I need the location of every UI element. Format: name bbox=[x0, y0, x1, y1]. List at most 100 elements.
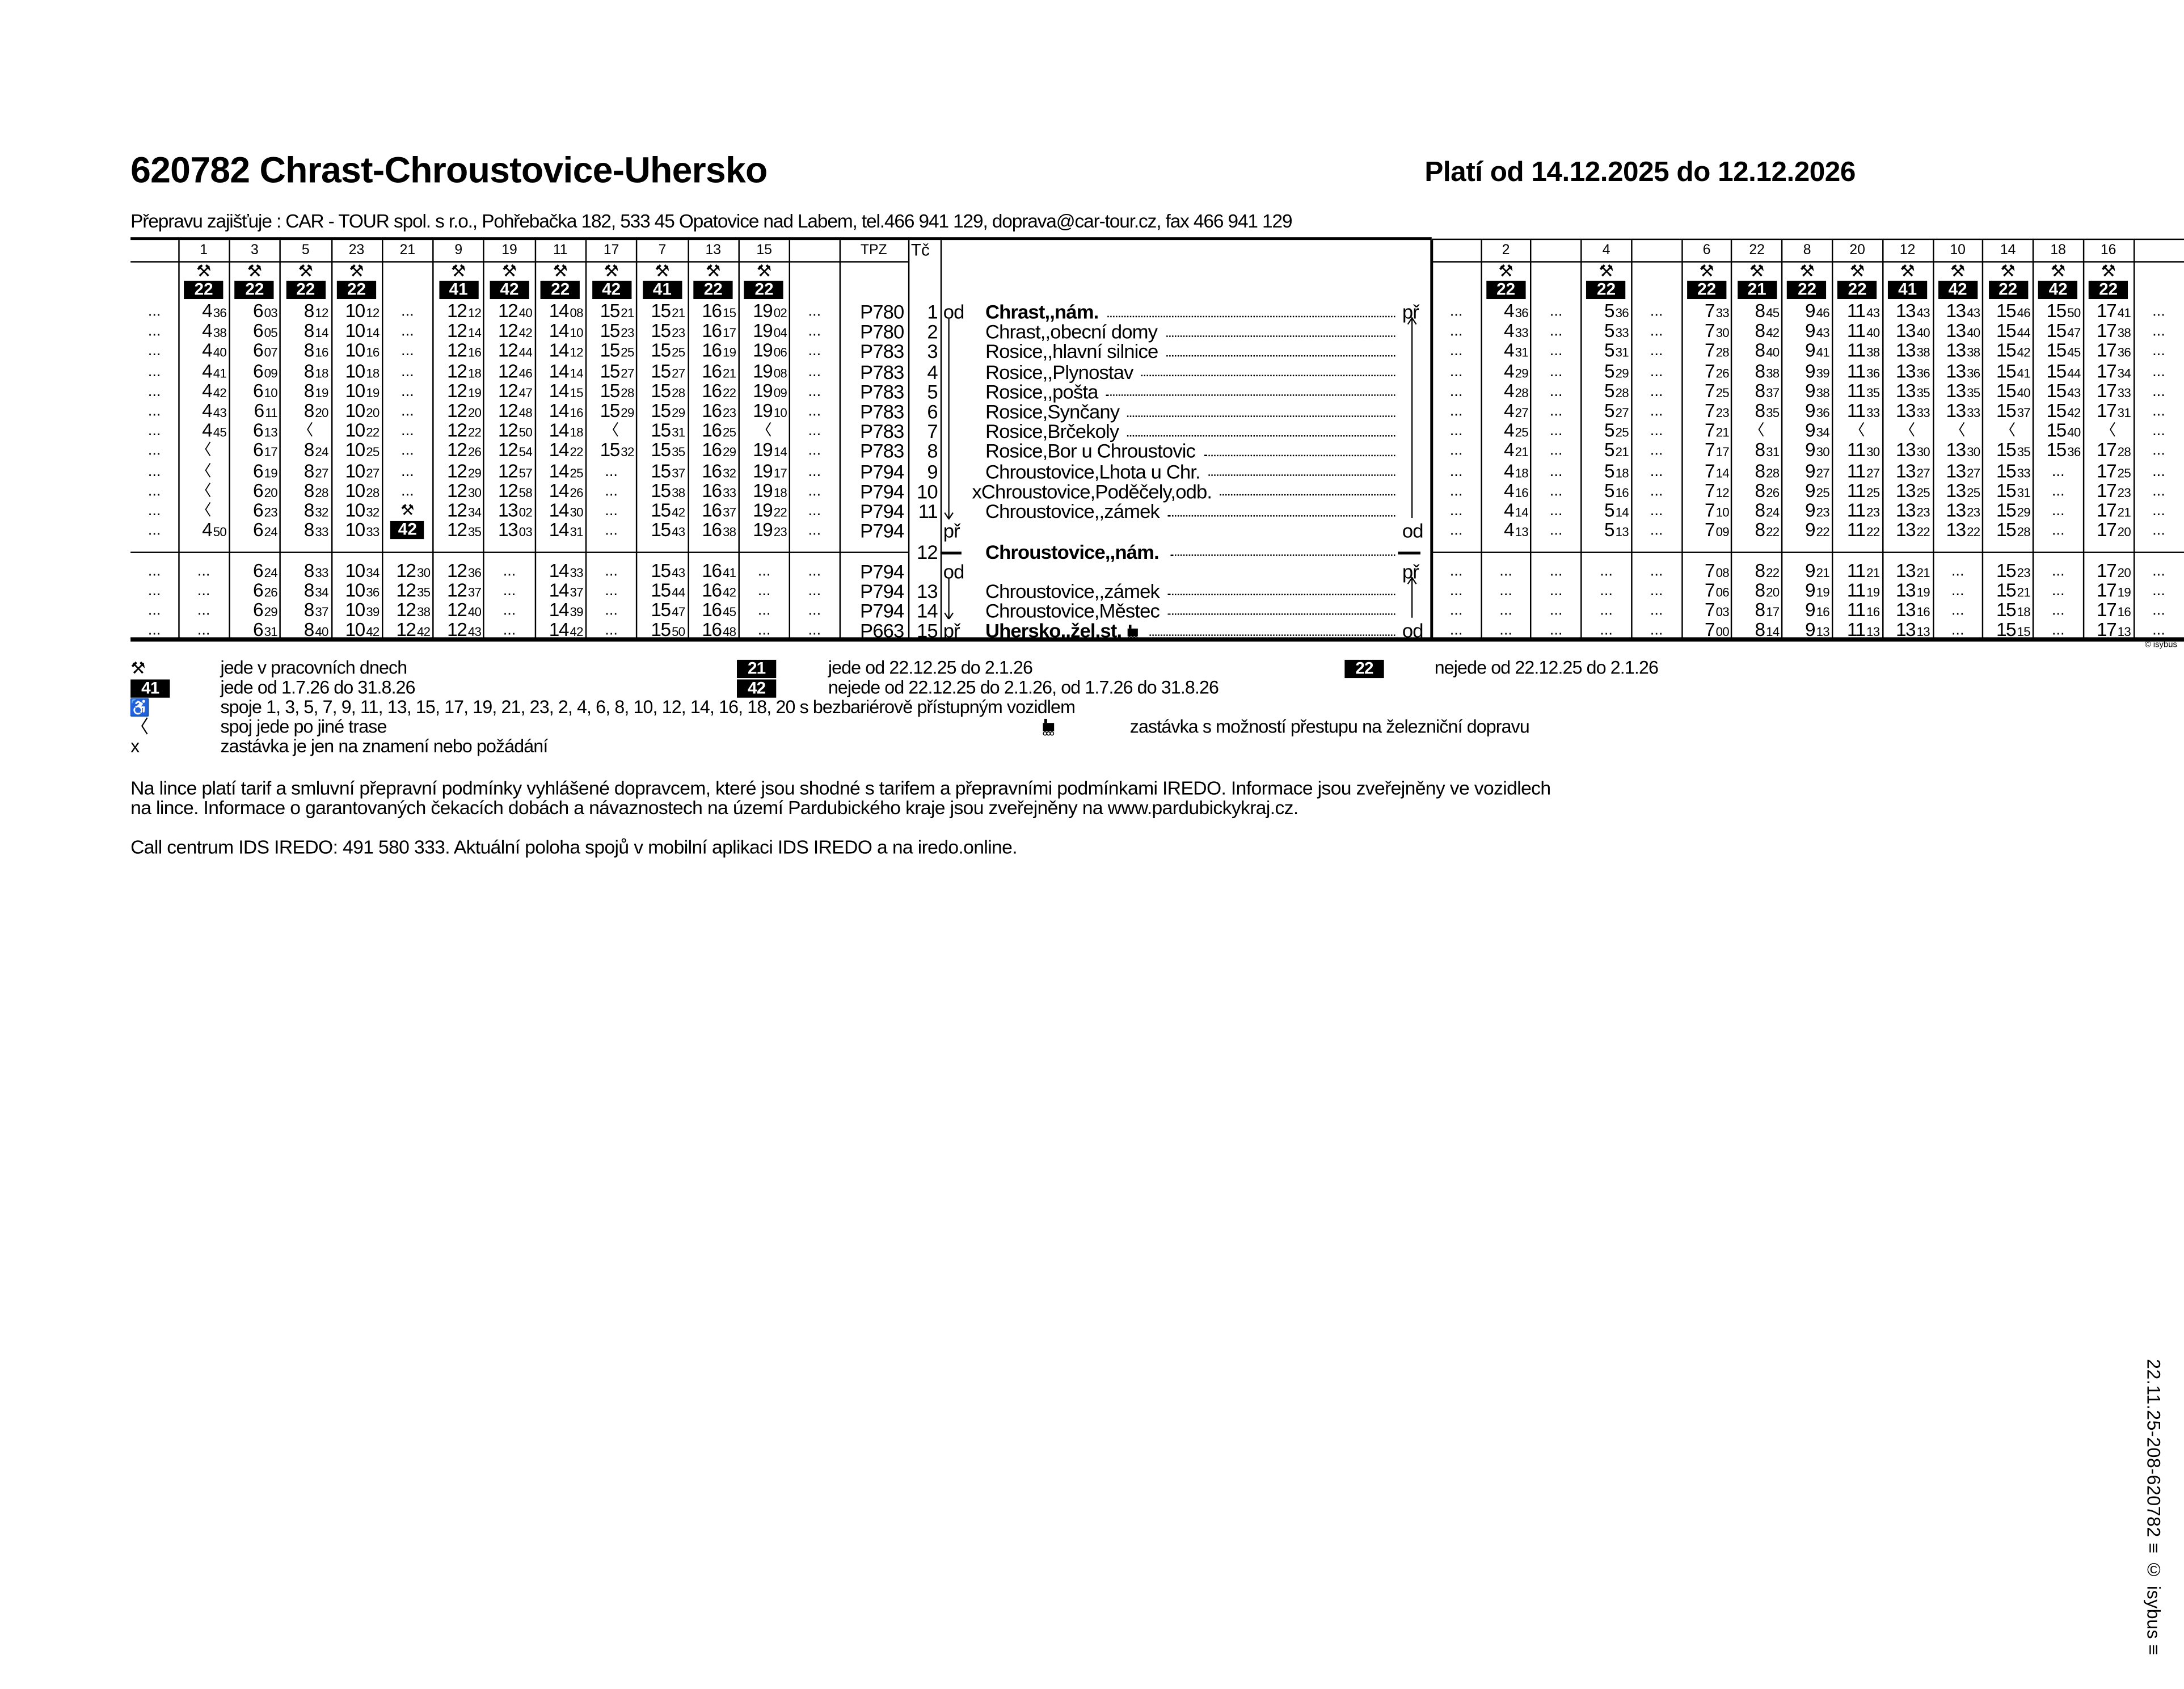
time-cell: 16 21 bbox=[688, 361, 736, 381]
time-cell: 17 28 bbox=[2083, 440, 2131, 461]
hour: 9 bbox=[1805, 360, 1816, 382]
legend-route-text: spoj jede po jiné trase bbox=[220, 715, 387, 738]
trip-number-left-1: 1 bbox=[200, 243, 208, 259]
minute: 29 bbox=[264, 605, 278, 619]
route-bracket-icon: 〈 bbox=[130, 715, 149, 738]
hour: 19 bbox=[753, 400, 773, 422]
hour: 13 bbox=[1895, 320, 1916, 342]
minute: 08 bbox=[1715, 565, 1730, 579]
time-cell: 19 02 bbox=[739, 301, 787, 322]
tpz-code: P794 bbox=[860, 579, 904, 602]
hour: 12 bbox=[497, 479, 518, 501]
time-cell: 4 29 bbox=[1481, 361, 1529, 381]
hour: 8 bbox=[303, 519, 315, 541]
time-cell: 4 31 bbox=[1481, 340, 1529, 361]
hour: 4 bbox=[1504, 340, 1515, 361]
trip-badge-holder: 22 bbox=[1832, 280, 1882, 300]
column-divider bbox=[279, 240, 281, 639]
minute: 43 bbox=[1967, 306, 1980, 321]
time-cell: 15 42 bbox=[1983, 341, 2031, 361]
hour: 4 bbox=[1504, 380, 1515, 402]
time-cell: 11 25 bbox=[1832, 481, 1880, 501]
no-service: ... bbox=[2152, 622, 2165, 639]
no-service: ... bbox=[1600, 562, 1613, 579]
time-cell: 4 40 bbox=[178, 341, 227, 361]
hour: 5 bbox=[1604, 340, 1615, 361]
minute: 05 bbox=[264, 326, 278, 340]
minute: 30 bbox=[570, 505, 583, 520]
hour: 8 bbox=[1755, 559, 1766, 581]
hour: 4 bbox=[1504, 420, 1515, 441]
minute: 14 bbox=[1715, 465, 1730, 480]
minute: 27 bbox=[1615, 406, 1629, 420]
legend-41-text: jede od 1.7.26 do 31.8.26 bbox=[220, 676, 415, 698]
minute: 38 bbox=[1816, 385, 1830, 400]
minute: 25 bbox=[672, 346, 685, 360]
hammers-icon: ⚒ bbox=[400, 502, 415, 520]
hour: 13 bbox=[1946, 380, 1966, 402]
time-cell: 6 24 bbox=[229, 560, 278, 580]
column-divider bbox=[907, 240, 910, 639]
down-arrow-icon bbox=[943, 318, 955, 520]
minute: 30 bbox=[1866, 445, 1880, 460]
minute: 36 bbox=[1916, 365, 1930, 380]
hour: 6 bbox=[252, 579, 264, 601]
time-cell: 12 20 bbox=[433, 401, 482, 422]
minute: 31 bbox=[672, 426, 685, 440]
hour: 16 bbox=[702, 579, 722, 601]
time-cell: 13 22 bbox=[1882, 520, 1930, 541]
stop-number: 2 bbox=[927, 320, 938, 343]
time-cell: 7 23 bbox=[1681, 401, 1730, 422]
dot-leader bbox=[1208, 474, 1395, 477]
time-cell: 4 25 bbox=[1481, 420, 1529, 441]
minute: 17 bbox=[264, 445, 278, 460]
time-cell: 4 27 bbox=[1481, 401, 1529, 422]
time-cell: 4 45 bbox=[178, 420, 227, 441]
minute: 20 bbox=[2117, 525, 2131, 540]
minute: 13 bbox=[1866, 625, 1880, 639]
no-service: ... bbox=[2051, 622, 2065, 639]
hour: 16 bbox=[702, 559, 722, 581]
time-cell: 11 13 bbox=[1832, 620, 1880, 641]
time-cell: 12 36 bbox=[433, 560, 482, 580]
hour: 10 bbox=[345, 360, 366, 382]
time-cell: 12 30 bbox=[433, 481, 482, 501]
time-cell: 4 36 bbox=[1481, 301, 1529, 322]
hour: 12 bbox=[447, 440, 467, 461]
trip-number-left-21: 21 bbox=[399, 243, 416, 259]
tpz-code: P783 bbox=[860, 440, 904, 463]
no-service: ... bbox=[147, 363, 161, 380]
hour: 8 bbox=[1755, 300, 1766, 322]
stop-number: 7 bbox=[927, 420, 938, 443]
hour: 11 bbox=[1846, 559, 1866, 581]
minute: 10 bbox=[773, 406, 787, 420]
hour: 15 bbox=[2046, 380, 2067, 402]
hour: 15 bbox=[1996, 380, 2017, 402]
minute: 02 bbox=[773, 306, 787, 321]
minute: 37 bbox=[315, 605, 328, 619]
minute: 43 bbox=[213, 406, 227, 420]
hour: 6 bbox=[252, 460, 264, 481]
column-divider bbox=[2132, 240, 2134, 639]
hour: 15 bbox=[1996, 559, 2017, 581]
minute: 19 bbox=[722, 346, 736, 360]
badge-22: 22 bbox=[2089, 280, 2128, 300]
column-divider bbox=[483, 240, 485, 639]
minute: 34 bbox=[2117, 365, 2131, 380]
time-cell: 15 23 bbox=[586, 321, 635, 342]
hour: 7 bbox=[1705, 579, 1715, 601]
hour: 14 bbox=[549, 579, 570, 601]
time-cell: 13 25 bbox=[1882, 481, 1930, 501]
hour: 15 bbox=[600, 440, 621, 461]
minute: 20 bbox=[315, 406, 328, 420]
hour: 8 bbox=[303, 340, 315, 361]
time-cell: 15 47 bbox=[637, 600, 685, 621]
badge-41: 41 bbox=[1888, 280, 1928, 300]
minute: 10 bbox=[1715, 505, 1730, 520]
minute: 47 bbox=[518, 385, 533, 400]
time-cell: 12 34 bbox=[433, 500, 482, 521]
no-service: ... bbox=[1549, 443, 1563, 460]
minute: 35 bbox=[1967, 385, 1980, 400]
hour: 14 bbox=[549, 519, 570, 541]
tpz-code: P783 bbox=[860, 360, 904, 383]
